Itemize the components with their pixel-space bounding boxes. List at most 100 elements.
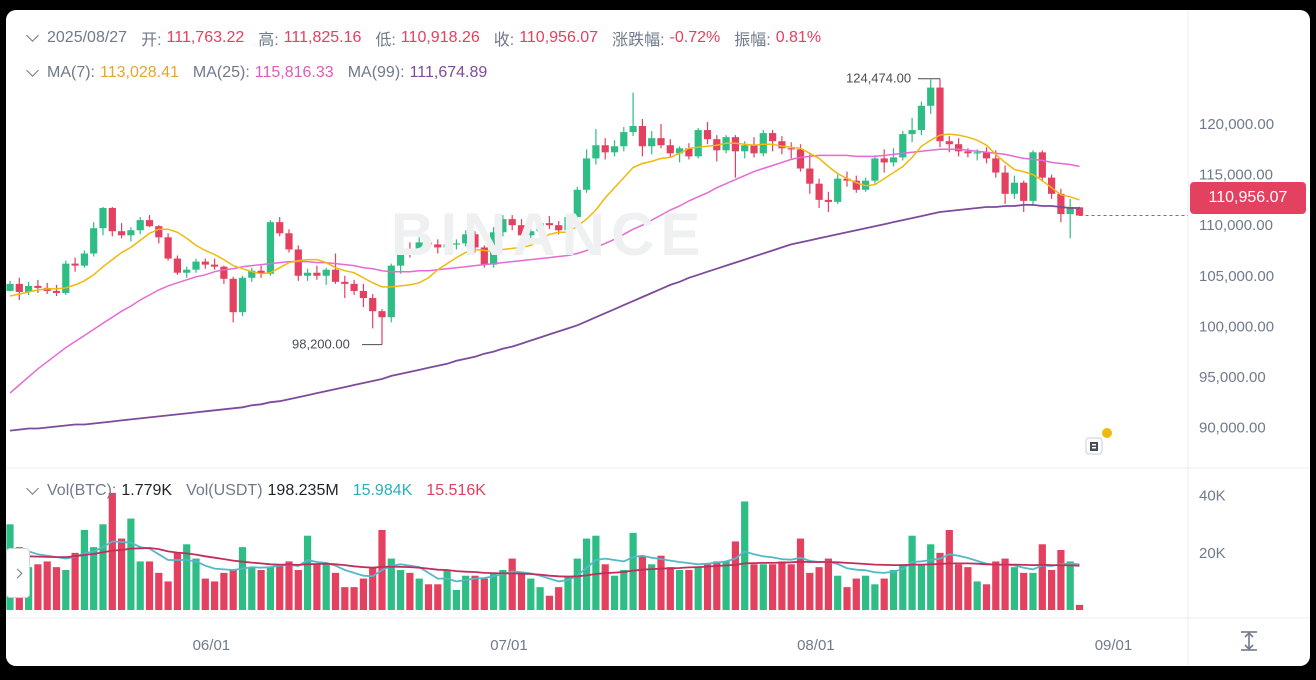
volume-bar — [248, 567, 256, 610]
volume-bar — [369, 567, 377, 610]
candle — [341, 275, 349, 299]
candle — [313, 265, 321, 280]
candle — [452, 239, 460, 250]
time-tick-label: 07/01 — [490, 637, 528, 654]
candle-body — [973, 152, 981, 154]
ma-collapse-chevron-icon[interactable] — [26, 63, 39, 77]
candle-body — [462, 234, 470, 244]
volume-collapse-chevron-icon[interactable] — [26, 481, 39, 495]
candle — [25, 281, 33, 295]
expand-side-panel-button[interactable] — [6, 548, 30, 598]
candle-body — [592, 145, 600, 159]
candle-body — [657, 138, 665, 146]
collapse-chevron-icon[interactable] — [26, 28, 39, 42]
candle-body — [331, 269, 340, 282]
volume-bar — [508, 558, 516, 610]
notification-icon[interactable] — [1080, 426, 1114, 460]
candle-body — [899, 134, 907, 158]
candle — [229, 276, 237, 323]
candle-body — [936, 87, 944, 142]
candle — [220, 265, 228, 284]
volume-bar — [62, 570, 70, 610]
candle — [62, 260, 70, 295]
volume-bar — [889, 570, 898, 610]
candle — [713, 135, 721, 162]
volume-bar — [257, 570, 265, 610]
candle-body — [610, 146, 619, 153]
volume-bar — [564, 575, 572, 610]
candle-body — [406, 248, 414, 252]
candle-body — [369, 298, 377, 312]
candle — [276, 217, 284, 237]
volume-bar — [1001, 558, 1009, 610]
candle-body — [499, 219, 507, 233]
fit-scale-icon[interactable] — [1238, 630, 1260, 652]
volume-bar — [666, 567, 674, 610]
candle-body — [276, 222, 284, 234]
volume-bar — [1048, 570, 1056, 610]
volume-bar — [304, 535, 312, 610]
candle — [201, 258, 209, 269]
volume-bar — [266, 567, 274, 610]
open-label: 开: — [141, 32, 162, 49]
candle — [127, 227, 135, 242]
candle — [1066, 198, 1074, 239]
candle-body — [694, 130, 702, 157]
vol-ma-a-value: 15.984K — [352, 482, 413, 499]
candle-body — [982, 152, 991, 159]
candle-body — [517, 225, 526, 236]
volume-bar — [52, 567, 61, 610]
volume-bar — [424, 584, 433, 610]
candle — [676, 146, 684, 163]
candle — [192, 258, 200, 273]
candle — [434, 239, 442, 254]
candle — [517, 219, 526, 240]
candle — [443, 241, 451, 252]
candle-body — [155, 226, 163, 238]
volume-bar — [908, 535, 916, 610]
candle — [787, 142, 795, 159]
candle — [880, 149, 888, 173]
candle — [359, 283, 367, 308]
volume-bar — [285, 561, 293, 610]
candle-body — [666, 145, 674, 154]
candle-body — [852, 180, 860, 190]
volume-bar — [843, 587, 851, 610]
chart-svg[interactable]: 120,000.00 115,000.00 110,000.00 105,000.00… — [6, 10, 1310, 666]
volume-bar — [787, 564, 795, 610]
candle — [266, 220, 274, 276]
candle — [369, 293, 377, 329]
volume-bar — [471, 575, 479, 610]
volume-bar — [294, 570, 302, 610]
candle-body — [806, 168, 814, 184]
candle — [6, 280, 14, 291]
candle-body — [992, 158, 1000, 173]
volume-bar — [899, 564, 907, 610]
candle-body — [843, 178, 851, 181]
candle-body — [15, 283, 23, 292]
candle-body — [648, 138, 656, 147]
candle — [238, 275, 247, 317]
candle-body — [536, 223, 544, 232]
candle-body — [238, 277, 247, 313]
candle — [592, 129, 600, 165]
vol-btc-label: Vol(BTC): — [47, 482, 117, 499]
price-tick-label: 100,000.00 — [1199, 318, 1274, 335]
volume-bar — [964, 567, 972, 610]
candle — [1001, 165, 1009, 204]
volume-bar — [276, 564, 284, 610]
volume-bar — [973, 581, 981, 610]
volume-bar — [824, 558, 832, 610]
candle — [294, 245, 302, 281]
volume-bar — [1010, 567, 1018, 610]
volume-bar — [685, 570, 693, 610]
candle-body — [685, 148, 693, 157]
candle — [52, 284, 61, 296]
volume-bar — [536, 587, 544, 610]
volume-bar — [992, 561, 1000, 610]
low-label: 低: — [375, 32, 396, 49]
ma99-label: MA(99): — [347, 64, 405, 81]
candle-body — [527, 231, 535, 236]
volume-bar — [676, 570, 684, 610]
volume-bar — [164, 581, 172, 610]
